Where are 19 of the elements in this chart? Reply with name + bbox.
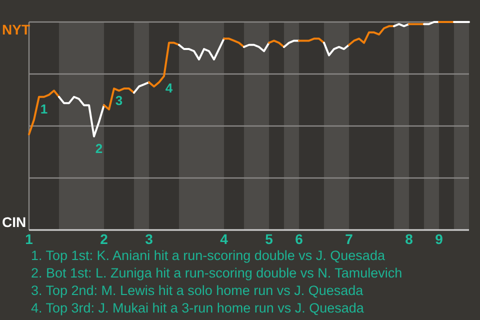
x-tick-label: 7	[345, 231, 354, 247]
text: 2. Bot 1st: L. Zuniga hit a run-scoring double vs N. Tamulevich	[31, 266, 402, 280]
text: CIN	[2, 214, 26, 230]
x-tick-label: 4	[220, 231, 228, 247]
annotation: 4	[165, 80, 174, 96]
x-tick-label: 5	[265, 231, 274, 247]
x-tick-label: 9	[435, 231, 444, 247]
text: 3. Top 2nd: M. Lewis hit a solo home run vs J. Quesada	[31, 283, 364, 298]
annotation: NYT	[2, 21, 30, 38]
annotation: 1	[40, 101, 48, 116]
x-tick-label: 1	[25, 231, 34, 247]
x-tick-label: 2	[100, 231, 108, 247]
x-tick-label: 3	[145, 231, 154, 247]
annotation: 3	[115, 93, 123, 108]
annotation: 2	[95, 140, 103, 156]
text: 4. Top 3rd: J. Mukai hit a 3-run home run vs J. Quesada	[31, 300, 364, 316]
x-tick-label: 8	[405, 231, 414, 247]
x-tick-label: 6	[295, 231, 304, 247]
text: 1. Top 1st: K. Aniani hit a run-scoring double vs J. Quesada	[31, 248, 386, 263]
